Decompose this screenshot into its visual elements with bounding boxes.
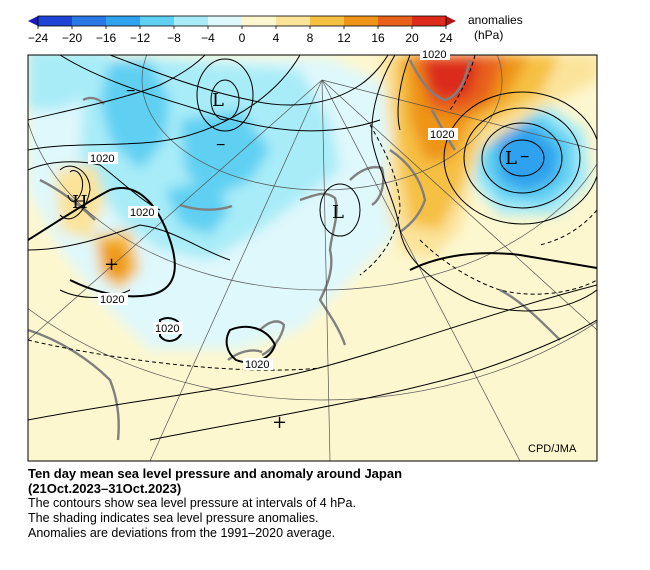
- colorbar-cell: [412, 16, 447, 26]
- colorbar-tick-label: −24: [28, 31, 49, 45]
- colorbar-cell: [378, 16, 413, 26]
- caption-line: Anomalies are deviations from the 1991–2…: [28, 526, 336, 540]
- colorbar-ticks: −24 −20 −16 −12 −8 −4 0 4 8 12 16 20 24: [28, 26, 453, 45]
- legend-title: anomalies: [468, 13, 523, 27]
- colorbar-cells: [38, 16, 447, 26]
- colorbar-tick-label: 0: [239, 31, 246, 45]
- pressure-centers: L L L H + +: [72, 90, 517, 433]
- low-pressure-marker: L: [332, 202, 344, 223]
- sea-level-pressure-map: 1020 1020 1020 1020 1020 1020 1020 1020 …: [27, 48, 598, 462]
- contour-label: 1020: [430, 129, 454, 141]
- minus-marker: −: [520, 149, 529, 166]
- caption-line: The shading indicates sea level pressure…: [28, 511, 319, 525]
- colorbar-tick-label: −12: [130, 31, 151, 45]
- colorbar-cell: [174, 16, 209, 26]
- colorbar-tick-label: 20: [405, 31, 419, 45]
- graticule: [28, 55, 597, 461]
- colorbar-tick-label: 4: [273, 31, 280, 45]
- low-pressure-marker: L: [212, 90, 224, 111]
- pressure-contours: [28, 55, 597, 441]
- colorbar-cell: [72, 16, 107, 26]
- colorbar-left-arrow: [28, 16, 38, 26]
- colorbar-right-arrow: [446, 16, 456, 26]
- contour-label: 1020: [90, 153, 114, 165]
- contour-label: 1020: [100, 294, 124, 306]
- colorbar-tick-label: 24: [439, 31, 453, 45]
- colorbar-tick-label: −8: [167, 31, 181, 45]
- caption-period: (21Oct.2023–31Oct.2023): [28, 481, 182, 496]
- legend-unit: (hPa): [474, 28, 503, 42]
- colorbar-tick-label: −20: [62, 31, 83, 45]
- colorbar-tick-label: 12: [337, 31, 351, 45]
- map-credit: CPD/JMA: [528, 443, 577, 455]
- colorbar-cell: [276, 16, 311, 26]
- caption-title: Ten day mean sea level pressure and anom…: [28, 466, 403, 481]
- minus-marker: −: [126, 83, 135, 100]
- anomaly-colorbar: −24 −20 −16 −12 −8 −4 0 4 8 12 16 20 24 anomalies (h…: [28, 13, 523, 45]
- colorbar-cell: [208, 16, 243, 26]
- colorbar-tick-label: −16: [96, 31, 117, 45]
- low-pressure-marker: L: [505, 148, 517, 169]
- colorbar-cell: [140, 16, 175, 26]
- contour-label: 1020: [422, 49, 446, 61]
- anomaly-minus-markers: − − − −: [126, 83, 529, 166]
- high-pressure-marker: +: [104, 254, 119, 275]
- caption-line: The contours show sea level pressure at …: [28, 496, 356, 510]
- colorbar-tick-label: −4: [201, 31, 215, 45]
- map-caption: Ten day mean sea level pressure and anom…: [28, 466, 628, 541]
- contour-labels: 1020 1020 1020 1020 1020 1020 1020 1020: [88, 48, 458, 371]
- contour-label: 1020: [155, 323, 179, 335]
- colorbar-cell: [242, 16, 277, 26]
- colorbar-tick-label: 8: [307, 31, 314, 45]
- colorbar-cell: [310, 16, 345, 26]
- colorbar-cell: [106, 16, 141, 26]
- high-pressure-marker: H: [72, 192, 88, 213]
- zero-anomaly-line: [28, 55, 597, 371]
- minus-marker: −: [216, 137, 225, 154]
- colorbar-cell: [38, 16, 73, 26]
- high-pressure-marker: +: [272, 412, 287, 433]
- contour-label: 1020: [245, 359, 269, 371]
- colorbar-tick-label: 16: [371, 31, 385, 45]
- contour-label: 1020: [130, 207, 154, 219]
- map-frame: [27, 54, 598, 462]
- colorbar-cell: [344, 16, 379, 26]
